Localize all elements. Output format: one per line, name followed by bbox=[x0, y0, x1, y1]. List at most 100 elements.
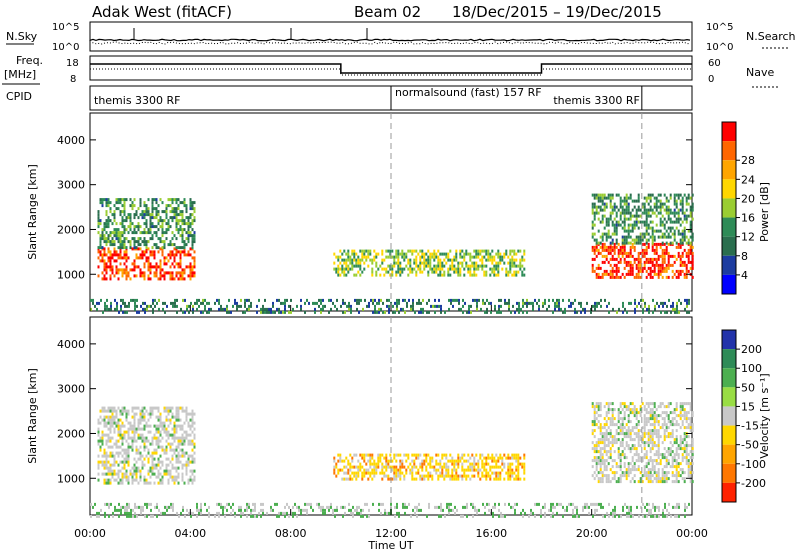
power-cell bbox=[117, 234, 120, 238]
vel-cell bbox=[683, 426, 686, 430]
power-cell bbox=[177, 250, 180, 254]
vel-cell bbox=[505, 471, 508, 475]
vel-cell bbox=[137, 421, 140, 425]
power-cell bbox=[613, 257, 616, 261]
vel-cell bbox=[630, 511, 632, 515]
vel-cell bbox=[455, 459, 458, 463]
vel-cell bbox=[643, 453, 646, 457]
power-cell bbox=[647, 226, 650, 230]
vel-cell bbox=[149, 442, 152, 446]
power-cell bbox=[189, 231, 192, 235]
power-cell bbox=[679, 269, 682, 273]
power-cell bbox=[659, 229, 662, 233]
power-cell bbox=[593, 269, 596, 273]
vel-cell bbox=[603, 474, 606, 478]
vel-cell bbox=[630, 508, 632, 512]
power-cell bbox=[627, 272, 630, 276]
vel-cell bbox=[185, 436, 188, 440]
vel-cell bbox=[495, 453, 498, 457]
power-cell bbox=[601, 217, 604, 221]
power-cell bbox=[357, 261, 360, 265]
vel-cell bbox=[113, 418, 116, 422]
power-cell bbox=[367, 249, 370, 253]
noise-traces bbox=[89, 28, 691, 45]
power-cell bbox=[663, 208, 666, 212]
vel-cell bbox=[649, 477, 652, 481]
vel-cell bbox=[155, 463, 158, 467]
power-cell bbox=[163, 271, 166, 275]
power-cell bbox=[627, 251, 630, 255]
vel-cell bbox=[675, 435, 678, 439]
power-cell bbox=[641, 202, 644, 206]
vel-cell bbox=[185, 472, 188, 476]
power-cell bbox=[595, 196, 598, 200]
vel-cell bbox=[111, 421, 114, 425]
vel-cell bbox=[99, 436, 102, 440]
power-cell bbox=[183, 253, 186, 257]
vel-cell bbox=[655, 453, 658, 457]
power-cell bbox=[603, 272, 606, 276]
power-cell bbox=[507, 273, 510, 277]
power-cell bbox=[657, 275, 660, 279]
power-cell bbox=[572, 301, 574, 305]
power-cell bbox=[508, 301, 510, 305]
power-cell bbox=[526, 298, 528, 302]
vel-cell bbox=[649, 435, 652, 439]
power-cell bbox=[615, 241, 618, 245]
vel-cell bbox=[151, 436, 154, 440]
power-cell bbox=[477, 264, 480, 268]
power-cell bbox=[661, 232, 664, 236]
power-cell bbox=[418, 298, 420, 302]
vel-cell bbox=[597, 462, 600, 466]
vel-cell bbox=[143, 415, 146, 419]
vel-cell bbox=[278, 514, 280, 518]
vel-cell bbox=[651, 468, 654, 472]
vel-cell bbox=[619, 402, 622, 406]
vel-cell bbox=[96, 511, 98, 515]
vel-cell bbox=[625, 471, 628, 475]
power-cell bbox=[191, 237, 194, 241]
vel-cell bbox=[348, 508, 350, 512]
power-cell bbox=[683, 232, 686, 236]
vel-cell bbox=[105, 460, 108, 464]
vel-cell bbox=[107, 481, 110, 485]
power-cell bbox=[647, 272, 650, 276]
power-cell bbox=[402, 298, 404, 302]
vel-cell bbox=[112, 514, 114, 518]
power-cell bbox=[128, 301, 130, 305]
power-cell bbox=[684, 298, 686, 302]
power-cell bbox=[673, 208, 676, 212]
vel-cell bbox=[663, 429, 666, 433]
vel-cell bbox=[500, 514, 502, 518]
power-cell bbox=[653, 196, 656, 200]
power-cell bbox=[691, 275, 694, 279]
vel-cell bbox=[601, 456, 604, 460]
power-cell bbox=[361, 270, 364, 274]
vel-cell bbox=[663, 480, 666, 484]
vel-cell bbox=[653, 429, 656, 433]
power-cell bbox=[101, 234, 104, 238]
vel-cell bbox=[139, 454, 142, 458]
power-cell bbox=[143, 216, 146, 220]
vel-cell bbox=[671, 435, 674, 439]
power-cell bbox=[191, 219, 194, 223]
vel-cell bbox=[185, 469, 188, 473]
power-cell bbox=[667, 235, 670, 239]
power-cell bbox=[189, 274, 192, 278]
vel-cell bbox=[639, 471, 642, 475]
power-cell bbox=[601, 254, 604, 258]
vel-cell bbox=[466, 502, 468, 506]
vel-cell bbox=[629, 435, 632, 439]
vel-cell bbox=[619, 477, 622, 481]
vel-cell bbox=[171, 427, 174, 431]
power-cell bbox=[208, 307, 210, 311]
vel-cell bbox=[112, 511, 114, 515]
power-cell bbox=[413, 258, 416, 262]
vel-cell bbox=[473, 468, 476, 472]
vel-cell bbox=[234, 514, 236, 518]
power-cell bbox=[591, 248, 594, 252]
power-cell bbox=[471, 264, 474, 268]
vel-cell bbox=[595, 465, 598, 469]
power-cell bbox=[484, 301, 486, 305]
power-cell bbox=[599, 193, 602, 197]
